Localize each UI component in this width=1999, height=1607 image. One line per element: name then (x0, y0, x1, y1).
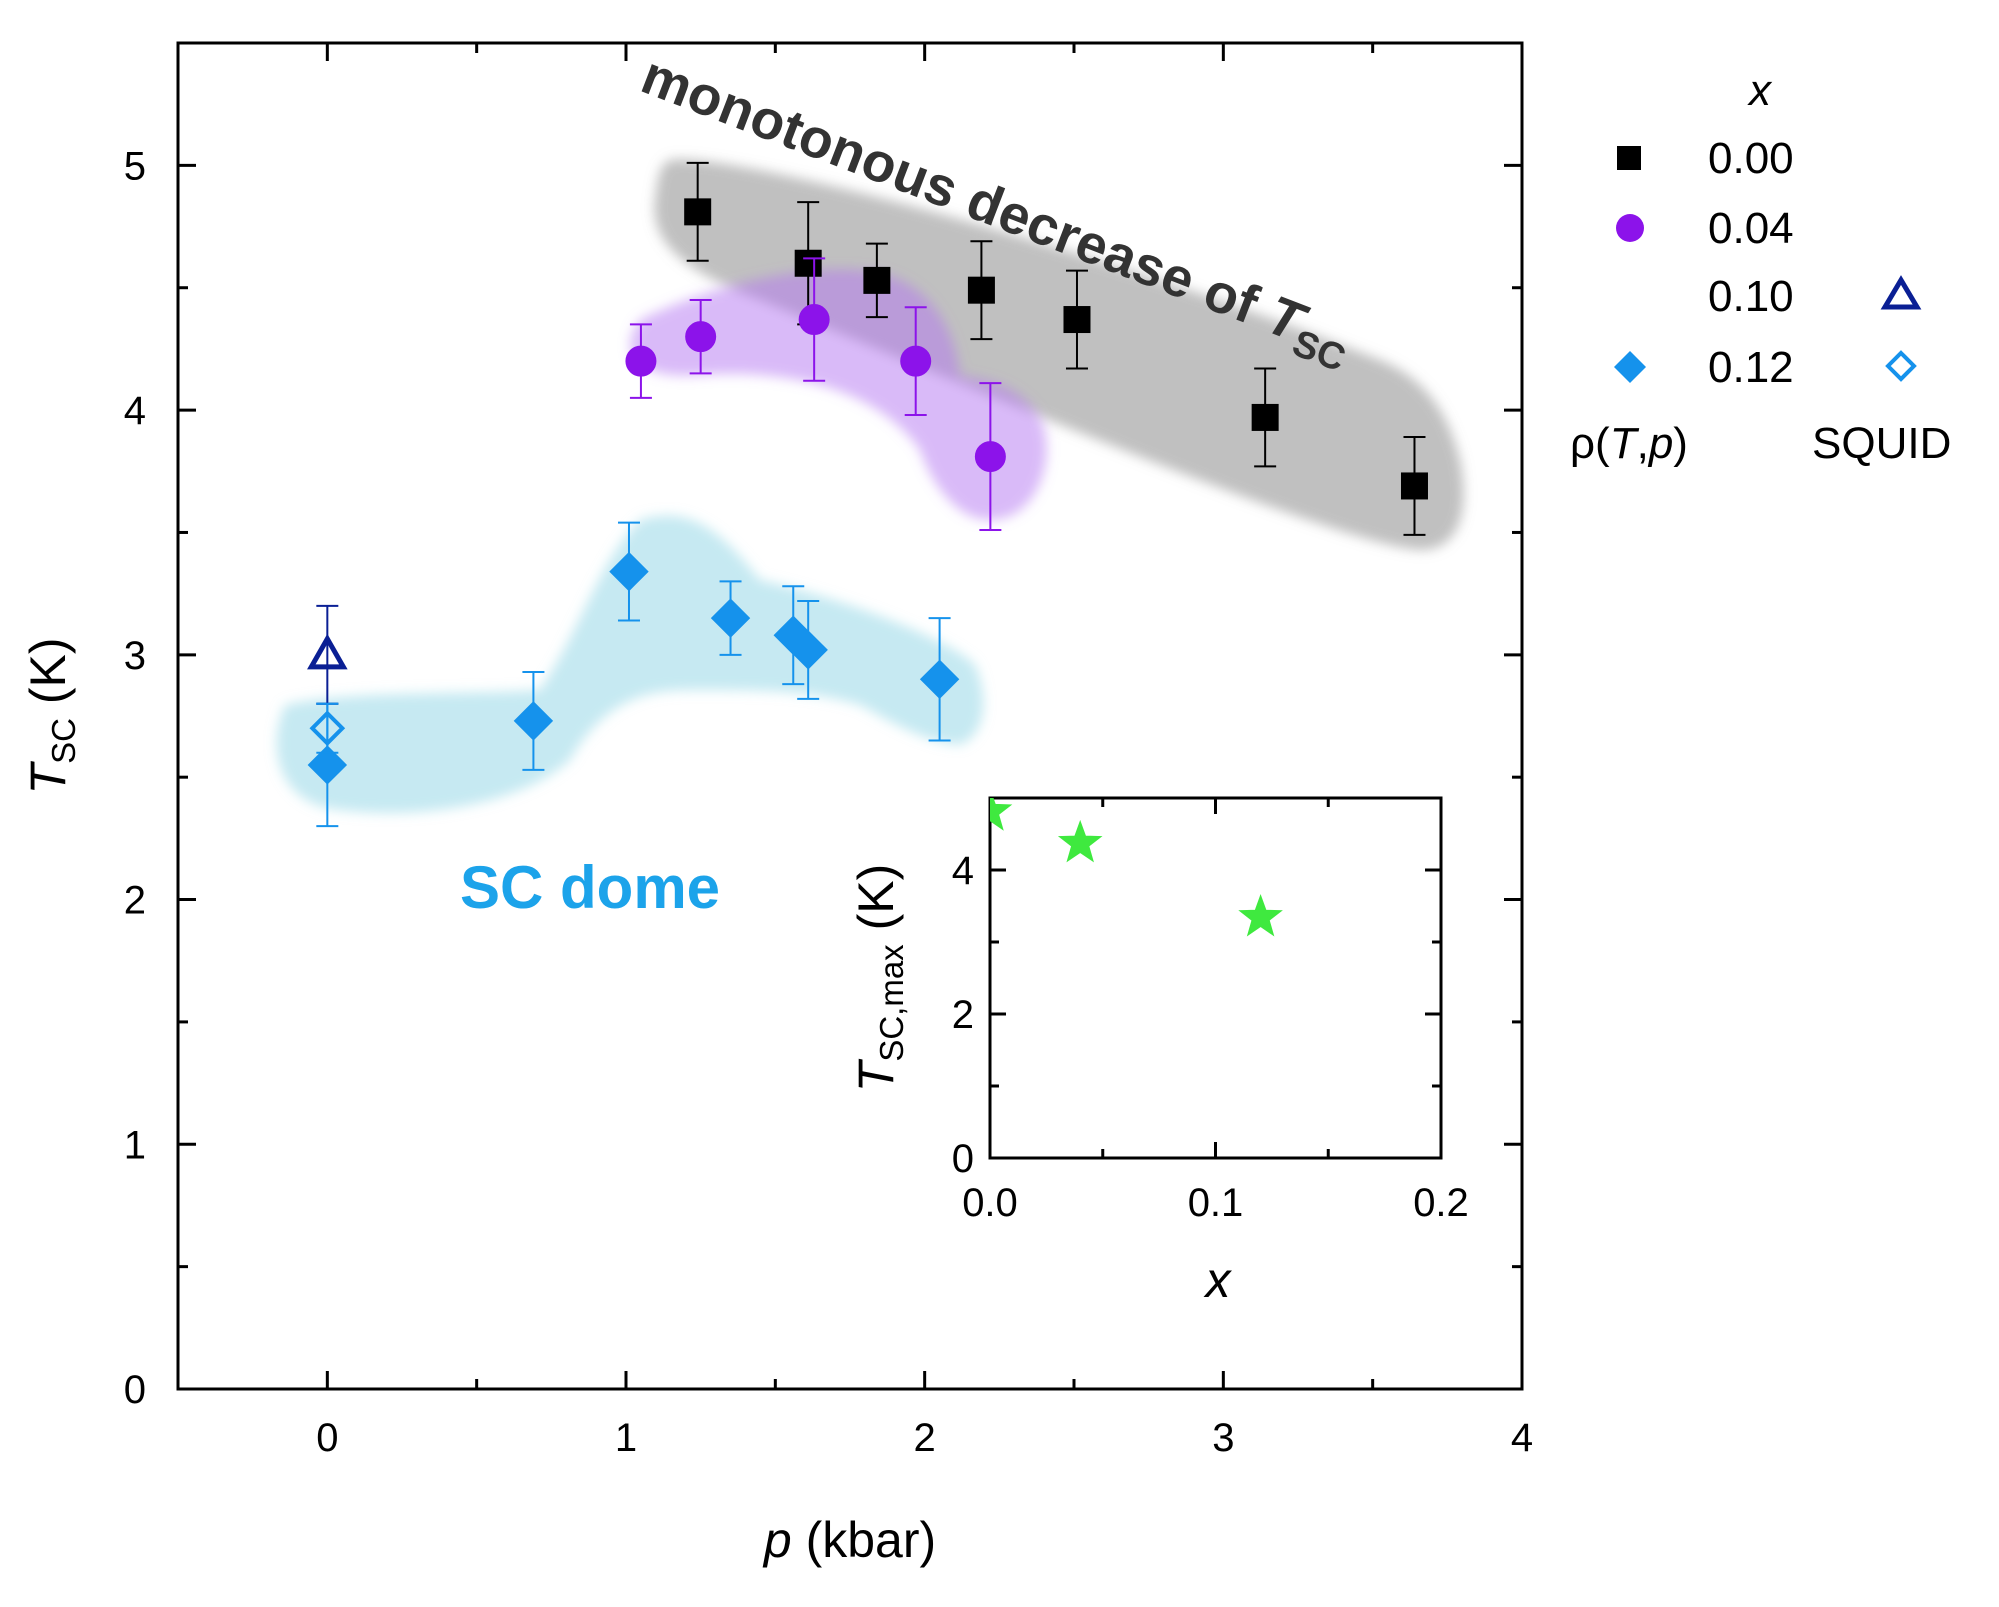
band-x004 (630, 269, 1047, 520)
inset-chart: 0.0 0.1 0.2 0 2 4 x TSC,max (K) (848, 796, 1469, 1308)
x-tick-label: 1 (615, 1416, 637, 1460)
inset-x-axis-title: x (1204, 1252, 1233, 1308)
data-point-diamond (609, 551, 649, 592)
inset-data-points (990, 798, 1283, 937)
data-point-diamond (788, 630, 828, 670)
x-tick-label: 2 (914, 1416, 936, 1460)
data-point-circle (685, 321, 717, 353)
band-x012 (276, 515, 984, 813)
band-x000 (654, 159, 1464, 550)
legend-label-004: 0.04 (1708, 204, 1794, 253)
legend-label-000: 0.00 (1708, 134, 1794, 183)
legend-label-012: 0.12 (1708, 343, 1794, 392)
inset-star-point (1057, 819, 1103, 863)
data-point-diamond (307, 745, 348, 785)
data-point-square (684, 198, 712, 226)
inset-tick-labels: 0.0 0.1 0.2 0 2 4 (952, 849, 1469, 1225)
data-point-circle (625, 345, 657, 377)
inset-x-tick-label: 0.2 (1413, 1181, 1469, 1225)
data-point-square (1400, 472, 1428, 500)
inset-ticks (988, 796, 1443, 1160)
x-tick-label: 3 (1212, 1416, 1234, 1460)
data-point-circle (798, 304, 830, 336)
inset-star-point (990, 798, 1013, 831)
annotation-sc-dome: SC dome (460, 854, 720, 921)
data-point-circle (974, 441, 1006, 473)
y-tick-label: 1 (124, 1123, 146, 1167)
data-point-diamond (309, 710, 346, 747)
y-tick-label: 5 (124, 144, 146, 188)
legend-marker-diamond (1614, 351, 1646, 383)
legend-label-010: 0.10 (1708, 272, 1794, 321)
y-tick-label: 4 (124, 389, 146, 433)
x-tick-label: 0 (316, 1416, 338, 1460)
inset-y-axis-title: TSC,max (K) (848, 864, 910, 1092)
data-point-square (1063, 306, 1091, 334)
legend-marker-square (1617, 146, 1641, 170)
inset-y-tick-label: 2 (952, 993, 974, 1037)
main-plot-frame (176, 41, 1524, 1391)
x-axis-title: p (kbar) (762, 1512, 936, 1568)
main-data-points (307, 161, 1428, 828)
data-point-diamond (919, 659, 960, 699)
inset-x-tick-label: 0.1 (1188, 1181, 1244, 1225)
y-tick-label: 3 (124, 634, 146, 678)
legend-title: x (1747, 66, 1773, 115)
main-ticks (176, 41, 1524, 1391)
y-tick-label: 0 (124, 1368, 146, 1412)
legend-footer-resistivity: ρ(T,p) (1570, 419, 1688, 468)
data-point-square (863, 266, 891, 294)
inset-star-point (1238, 894, 1283, 937)
inset-y-tick-label: 4 (952, 849, 974, 893)
y-axis-title: TSC (K) (20, 638, 82, 795)
data-point-square (967, 276, 995, 304)
legend: x 0.00 0.04 0.10 0.12 ρ(T,p) SQUID (1570, 66, 1951, 468)
main-tick-labels: 0 1 2 3 4 0 1 2 3 4 5 (124, 144, 1533, 1460)
data-point-diamond (710, 598, 751, 638)
x-tick-label: 4 (1511, 1416, 1533, 1460)
background-bands (276, 159, 1464, 813)
inset-y-tick-label: 0 (952, 1137, 974, 1181)
data-point-triangle (307, 633, 348, 670)
legend-marker-open-diamond (1885, 350, 1917, 382)
data-point-square (1251, 403, 1279, 431)
legend-footer-squid: SQUID (1812, 419, 1951, 468)
y-tick-label: 2 (124, 879, 146, 923)
legend-marker-open-triangle (1880, 275, 1922, 310)
legend-marker-circle (1616, 214, 1644, 242)
inset-plot-frame (988, 796, 1443, 1160)
data-point-circle (900, 345, 932, 377)
inset-x-tick-label: 0.0 (962, 1181, 1018, 1225)
data-point-diamond (513, 701, 554, 741)
data-point-square (794, 249, 822, 277)
